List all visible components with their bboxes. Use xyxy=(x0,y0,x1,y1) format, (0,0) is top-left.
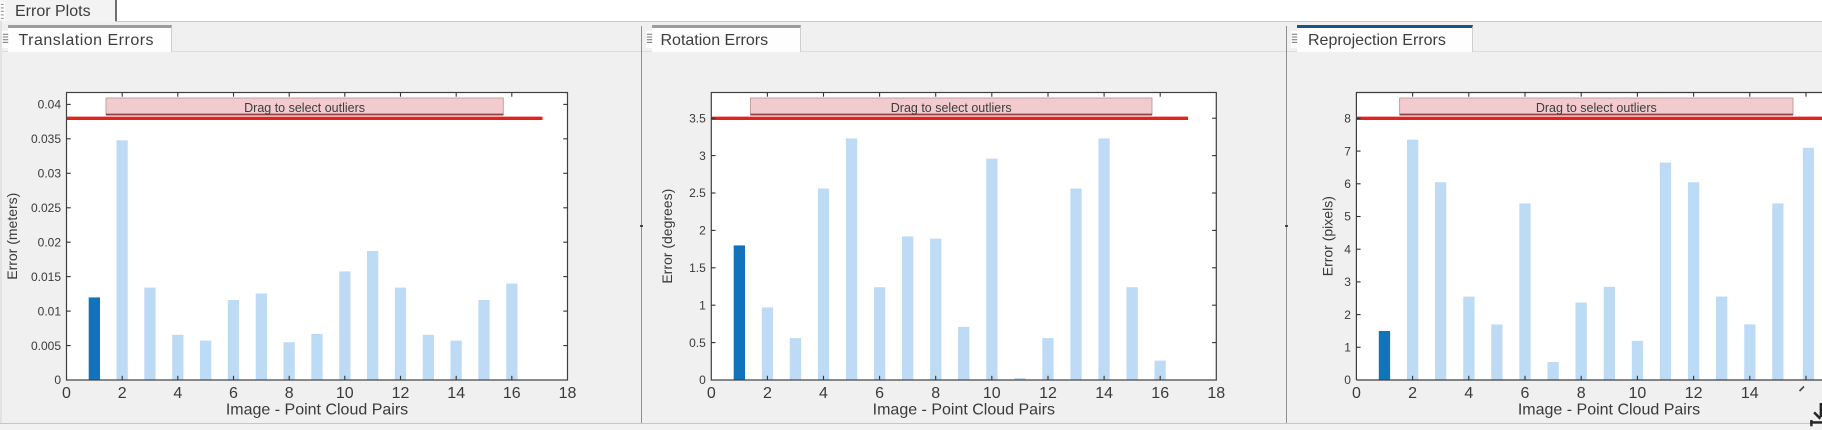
svg-text:Drag to select outliers: Drag to select outliers xyxy=(1536,101,1657,115)
svg-text:2.5: 2.5 xyxy=(689,186,706,200)
svg-text:5: 5 xyxy=(1344,210,1351,224)
svg-text:16: 16 xyxy=(1151,385,1169,402)
svg-text:3: 3 xyxy=(699,149,706,163)
svg-text:0.02: 0.02 xyxy=(38,235,62,249)
svg-text:10: 10 xyxy=(983,385,1001,402)
svg-text:6: 6 xyxy=(229,385,238,402)
svg-text:4: 4 xyxy=(1464,385,1473,402)
svg-text:Error (pixels): Error (pixels) xyxy=(1320,196,1336,276)
svg-text:0.03: 0.03 xyxy=(38,167,62,181)
svg-text:2: 2 xyxy=(118,385,127,402)
svg-text:0.01: 0.01 xyxy=(38,304,62,318)
svg-text:0.04: 0.04 xyxy=(38,98,62,112)
svg-text:10: 10 xyxy=(336,385,354,402)
svg-text:8: 8 xyxy=(931,385,940,402)
svg-text:Image - Point Cloud Pairs: Image - Point Cloud Pairs xyxy=(226,402,408,419)
svg-text:14: 14 xyxy=(1095,385,1113,402)
svg-text:0.025: 0.025 xyxy=(31,201,61,215)
svg-text:0: 0 xyxy=(54,373,61,387)
svg-text:14: 14 xyxy=(1741,385,1759,402)
svg-text:14: 14 xyxy=(447,385,465,402)
svg-text:8: 8 xyxy=(1344,112,1351,126)
svg-text:1: 1 xyxy=(699,298,706,312)
svg-text:2: 2 xyxy=(763,385,772,402)
svg-text:12: 12 xyxy=(392,385,410,402)
svg-text:6: 6 xyxy=(875,385,884,402)
svg-text:2: 2 xyxy=(1344,308,1351,322)
svg-text:0.015: 0.015 xyxy=(31,270,61,284)
svg-text:Image - Point Cloud Pairs: Image - Point Cloud Pairs xyxy=(873,402,1055,419)
svg-text:0: 0 xyxy=(699,373,706,387)
svg-text:8: 8 xyxy=(1577,385,1586,402)
svg-text:Drag to select outliers: Drag to select outliers xyxy=(244,101,365,115)
svg-text:12: 12 xyxy=(1039,385,1057,402)
svg-text:0: 0 xyxy=(707,385,716,402)
svg-text:4: 4 xyxy=(1344,242,1351,256)
svg-text:6: 6 xyxy=(1344,177,1351,191)
svg-text:0.005: 0.005 xyxy=(31,339,61,353)
svg-text:0.035: 0.035 xyxy=(31,132,61,146)
svg-text:Drag to select outliers: Drag to select outliers xyxy=(891,101,1012,115)
svg-text:1: 1 xyxy=(1344,341,1351,355)
svg-text:Error (meters): Error (meters) xyxy=(4,193,20,280)
svg-text:12: 12 xyxy=(1685,385,1703,402)
svg-text:16: 16 xyxy=(503,385,521,402)
svg-text:3: 3 xyxy=(1344,275,1351,289)
svg-text:2: 2 xyxy=(699,224,706,238)
svg-text:3.5: 3.5 xyxy=(689,111,706,125)
svg-text:Image - Point Cloud Pairs: Image - Point Cloud Pairs xyxy=(1518,402,1700,419)
svg-text:4: 4 xyxy=(173,385,182,402)
svg-text:18: 18 xyxy=(559,385,577,402)
svg-text:Error (degrees): Error (degrees) xyxy=(659,189,675,284)
svg-text:4: 4 xyxy=(819,385,828,402)
svg-text:18: 18 xyxy=(1207,385,1225,402)
svg-text:10: 10 xyxy=(1629,385,1647,402)
svg-text:0.5: 0.5 xyxy=(689,336,706,350)
svg-text:2: 2 xyxy=(1408,385,1417,402)
svg-text:6: 6 xyxy=(1521,385,1530,402)
svg-text:0: 0 xyxy=(1352,385,1361,402)
svg-text:0: 0 xyxy=(1344,373,1351,387)
svg-text:0: 0 xyxy=(62,385,71,402)
svg-text:8: 8 xyxy=(285,385,294,402)
svg-text:1.5: 1.5 xyxy=(689,261,706,275)
svg-text:7: 7 xyxy=(1344,144,1351,158)
